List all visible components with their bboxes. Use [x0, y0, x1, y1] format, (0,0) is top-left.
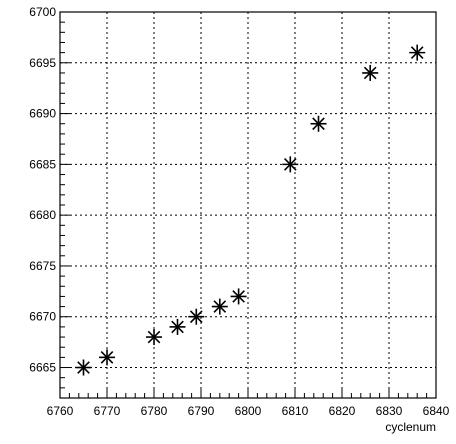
y-tick-label: 6685	[29, 157, 56, 171]
plot-frame	[59, 11, 437, 399]
x-tick-label: 6780	[141, 404, 168, 418]
x-tick-label: 6760	[47, 404, 74, 418]
data-point	[282, 156, 299, 173]
data-points	[75, 44, 426, 376]
y-tick-label: 6665	[29, 361, 56, 375]
data-point	[188, 308, 205, 325]
y-tick-label: 6675	[29, 259, 56, 273]
data-point	[409, 44, 426, 61]
grid	[60, 12, 436, 398]
data-point	[310, 115, 327, 132]
x-tick-labels: 6760 6770 6780 6790 6800 6810 6820 6830 6840	[47, 404, 450, 418]
x-tick-label: 6800	[235, 404, 262, 418]
x-tick-label: 6840	[423, 404, 450, 418]
data-point	[169, 318, 186, 335]
data-point	[99, 349, 115, 366]
x-tick-label: 6790	[188, 404, 215, 418]
y-tick-label: 6700	[29, 5, 56, 19]
y-tick-label: 6695	[29, 56, 56, 70]
data-point	[230, 288, 247, 305]
y-tick-label: 6680	[29, 208, 56, 222]
axis-ticks	[59, 11, 437, 398]
y-tick-labels: 6665 6670 6675 6680 6685 6690 6695 6700	[29, 5, 56, 375]
data-point	[211, 298, 228, 315]
y-tick-label: 6690	[29, 107, 56, 121]
data-point	[75, 359, 92, 376]
x-tick-label: 6820	[329, 404, 356, 418]
x-tick-label: 6810	[282, 404, 309, 418]
y-tick-label: 6670	[29, 310, 56, 324]
x-axis-title: cyclenum	[385, 420, 436, 434]
data-point	[146, 329, 162, 346]
data-point	[362, 64, 379, 81]
x-tick-label: 6830	[376, 404, 403, 418]
x-tick-label: 6770	[94, 404, 121, 418]
